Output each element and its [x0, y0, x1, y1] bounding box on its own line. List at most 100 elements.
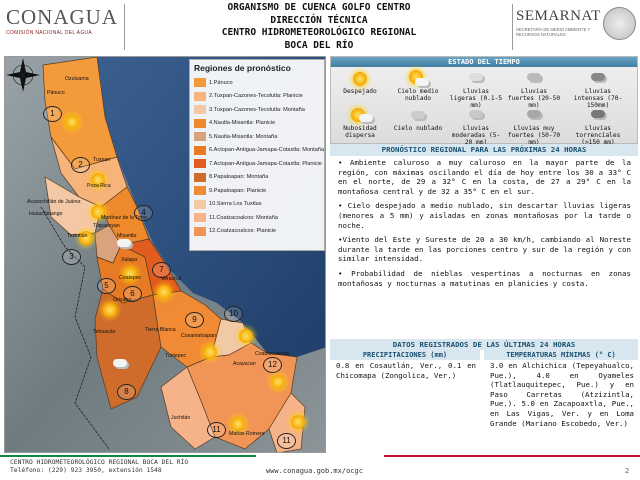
- footer-contact: CENTRO HIDROMETEOROLÓGICO REGIONAL BOCA …: [10, 459, 188, 475]
- city-label: Tuxpan: [93, 157, 111, 163]
- legend-swatch: [194, 91, 206, 101]
- legend-item: 1.Pánuco: [194, 76, 320, 90]
- title-line-2: DIRECCIÓN TÉCNICA: [270, 14, 368, 26]
- sun-icon: [91, 173, 105, 187]
- forecast-paragraph: • Probabilidad de nieblas vespertinas a …: [338, 268, 631, 288]
- legend-swatch: [194, 118, 206, 128]
- footer-green-bar: [0, 455, 256, 457]
- city-label: Cosamaloapan: [181, 333, 216, 339]
- national-seal-icon: [603, 7, 636, 40]
- weather-item-clear: Despejado: [333, 70, 387, 95]
- sun-icon: [231, 417, 245, 431]
- region-marker-1[interactable]: 1: [43, 106, 62, 122]
- weather-item-very-heavy-rain: Lluvias muy fuertes (50-70 mm): [507, 107, 561, 146]
- conagua-logo: CONAGUA COMISIÓN NACIONAL DEL AGUA: [6, 6, 118, 46]
- cloud-icon: [113, 359, 127, 367]
- region-marker-7[interactable]: 7: [152, 262, 171, 278]
- legend-swatch: [194, 132, 206, 142]
- legend-item: 8.Papaloapan: Montaña: [194, 171, 320, 185]
- torrential-rain-icon: [583, 107, 613, 125]
- city-label: Orizaba: [113, 297, 132, 303]
- min-temperature-values: 3.0 en Alchichica (Tepeyahualco, Pue.), …: [490, 361, 634, 428]
- footer-website-link[interactable]: www.conagua.gob.mx/ocgc: [266, 467, 363, 475]
- region-marker-6[interactable]: 6: [123, 286, 142, 302]
- region-marker-5[interactable]: 5: [97, 278, 116, 294]
- region-marker-9[interactable]: 9: [185, 312, 204, 328]
- city-label: Poza Rica: [87, 183, 111, 189]
- legend-item: 12.Coatzacoalcos: Planicie: [194, 225, 320, 239]
- weather-item-heavy-rain: Lluvias fuertes (20-50 mm): [507, 70, 561, 109]
- region-marker-10[interactable]: 10: [224, 306, 243, 322]
- forecast-paragraph: • Cielo despejado a medio nublado, sin d…: [338, 201, 631, 230]
- region-marker-4[interactable]: 4: [134, 205, 153, 221]
- city-label: Acaxochitlán de Juárez: [27, 199, 81, 205]
- weather-item-partly-cloudy: Cielo medio nublado: [391, 70, 445, 102]
- region-marker-11b[interactable]: 11: [277, 433, 296, 449]
- sun-icon: [79, 231, 93, 245]
- forecast-regions-map[interactable]: Regiones de pronóstico 1.Pánuco 2.Tuxpan-…: [4, 56, 326, 453]
- region-marker-11[interactable]: 11: [207, 422, 226, 438]
- legend-item: 11.Coatzacoalcos: Montaña: [194, 211, 320, 225]
- legend-swatch: [194, 199, 206, 209]
- cloud-icon: [117, 239, 131, 247]
- weather-item-light-rain: Lluvias ligeras (0.1-5 mm): [449, 70, 503, 109]
- city-label: Tlapacoyan: [93, 223, 120, 229]
- header-divider: [124, 4, 125, 50]
- footer-center-name: CENTRO HIDROMETEOROLÓGICO REGIONAL BOCA …: [10, 459, 189, 466]
- conagua-logo-name: CONAGUA: [6, 5, 118, 29]
- region-marker-8[interactable]: 8: [117, 384, 136, 400]
- city-label: Matías Romero: [229, 431, 265, 437]
- header-divider: [512, 4, 513, 50]
- legend-label: 4.Nautla-Misantla: Planicie: [209, 120, 276, 127]
- title-line-4: BOCA DEL RÍO: [284, 39, 354, 51]
- sun-icon: [345, 70, 375, 88]
- weather-item-scattered: Nubosidad dispersa: [333, 107, 387, 139]
- storm-icon: [583, 70, 613, 88]
- legend-label: 3.Tuxpan-Cazones-Tecolutla: Montaña: [209, 106, 305, 113]
- legend-item: 3.Tuxpan-Cazones-Tecolutla: Montaña: [194, 103, 320, 117]
- min-temperature-heading: TEMPERATURAS MÍNIMAS (° C): [484, 350, 638, 360]
- footer-phone: Teléfono: (229) 923 3950, extensión 1548: [10, 467, 162, 474]
- city-label: Acayucan: [233, 361, 256, 367]
- sun-icon: [291, 415, 305, 429]
- city-label: Tehuacán: [93, 329, 116, 335]
- title-line-1: ORGANISMO DE CUENCA GOLFO CENTRO: [227, 2, 411, 13]
- legend-list: 1.Pánuco 2.Tuxpan-Cazones-Tecolutla: Plan…: [194, 76, 324, 239]
- city-label: Xalapa: [121, 257, 138, 263]
- moderate-rain-icon: [461, 107, 491, 125]
- legend-swatch: [194, 105, 206, 115]
- legend-swatch: [194, 78, 206, 88]
- legend-label: 10.Sierra Los Tuxtlas: [209, 201, 262, 208]
- sun-icon: [123, 267, 137, 281]
- legend-label: 9.Papaloapan: Planicie: [209, 187, 267, 194]
- weather-item-cloudy: Cielo nublado: [391, 107, 445, 132]
- region-11-shape: [160, 366, 216, 450]
- legend-item: 6.Actopan-Antigua-Jamapa-Cotaxtla: Monta…: [194, 144, 324, 158]
- legend-swatch: [194, 145, 206, 155]
- city-label: Misantla: [117, 233, 137, 239]
- legend-label: 1.Pánuco: [209, 79, 233, 86]
- city-label: Teziutlán: [67, 233, 88, 239]
- legend-item: 7.Actopan-Antigua-Jamapa-Cotaxtla: Plani…: [194, 157, 322, 171]
- legend-item: 9.Papaloapan: Planicie: [194, 184, 320, 198]
- legend-label: 5.Nautla-Misantla: Montaña: [209, 133, 278, 140]
- legend-item: 10.Sierra Los Tuxtlas: [194, 198, 320, 212]
- region-marker-2[interactable]: 2: [71, 157, 90, 173]
- city-label: Huauchinango: [29, 211, 63, 217]
- city-label: Pánuco: [47, 90, 65, 96]
- map-legend: Regiones de pronóstico 1.Pánuco 2.Tuxpan-…: [189, 59, 325, 251]
- precipitation-values: 0.8 en Cosautlán, Ver., 0.1 en Chicomapa…: [336, 361, 476, 380]
- recent-data-heading: DATOS REGISTRADOS DE LAS ÚLTIMAS 24 HORA…: [330, 339, 638, 350]
- light-rain-icon: [461, 70, 491, 88]
- sun-icon: [103, 303, 117, 317]
- legend-label: 7.Actopan-Antigua-Jamapa-Cotaxtla: Plani…: [209, 160, 322, 167]
- region-marker-3[interactable]: 3: [62, 249, 81, 265]
- forecast-text: • Ambiente caluroso a muy caluroso en la…: [330, 156, 638, 336]
- city-label: Ozuluama: [65, 76, 89, 82]
- legend-title: Regiones de pronóstico: [194, 63, 291, 73]
- region-marker-12[interactable]: 12: [263, 357, 282, 373]
- state-border: [40, 206, 110, 450]
- compass-rose-icon: [6, 58, 40, 92]
- precipitation-heading: PRECIPITACIONES (mm): [330, 350, 480, 360]
- semarnat-logo-name: SEMARNAT: [516, 8, 601, 24]
